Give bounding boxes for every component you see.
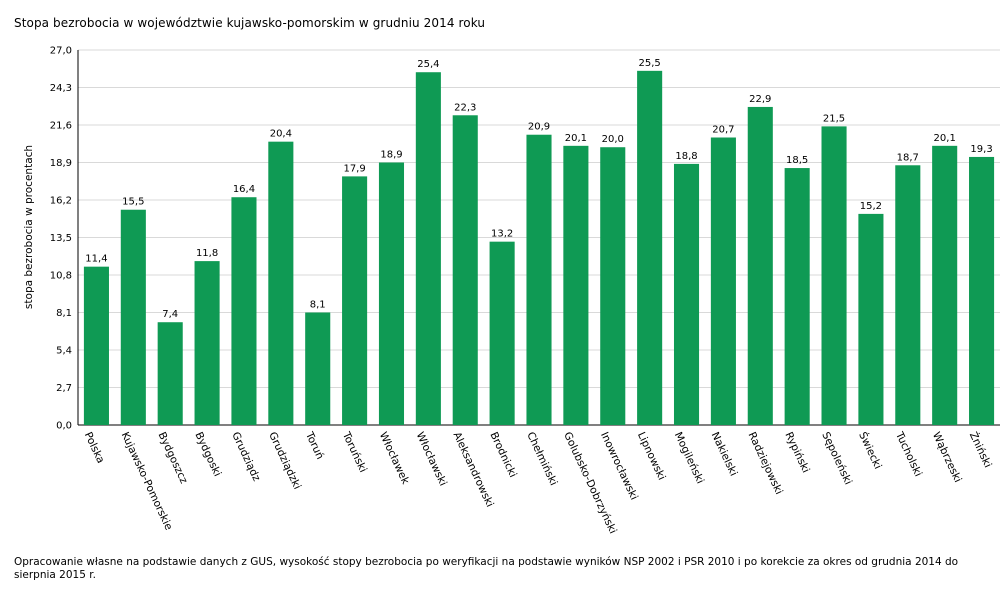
value-label: 20,9 [528,122,550,133]
value-label: 18,7 [897,152,919,163]
bar [378,162,405,425]
value-label: 20,1 [934,133,956,144]
value-label: 20,4 [270,129,292,140]
source-footnote: Opracowanie własne na podstawie danych z… [14,556,959,581]
y-tick-label: 2,7 [56,383,72,394]
value-label: 15,2 [860,201,882,212]
value-label: 18,9 [380,150,402,161]
x-tick-label: Grudziądzki [266,430,303,491]
value-label: 22,9 [749,94,771,105]
x-tick-label: Grudziądz [229,430,262,483]
bar [415,72,441,425]
y-tick-labels: 0,0 2,7 5,4 8,1 10,8 13,5 16,2 18,9 21,6 24,3 27,0 [50,46,72,432]
bar [489,241,515,425]
y-tick-label: 24,3 [50,83,72,94]
y-tick-label: 16,2 [50,196,72,207]
value-label: 22,3 [454,102,476,113]
y-axis-label: stopa bezrobocia w procentach [23,145,35,309]
x-tick-label: Polska [82,430,107,465]
value-labels: 11,4 15,5 7,4 11,8 16,4 20,4 8,1 17,9 18,9 25,4 22… [85,58,992,320]
value-label: 19,3 [970,144,992,155]
x-tick-label: Tucholski [893,429,924,478]
bar [342,176,368,425]
y-tick-label: 27,0 [50,46,72,57]
bar [821,126,847,425]
bar [673,163,700,425]
x-tick-label: Bydgoski [192,430,223,478]
bar [858,213,884,425]
bar [895,165,921,425]
bar [932,145,958,426]
x-tick-label: Bydgoszcz [155,430,190,486]
x-tick-label: Żniński [967,430,995,470]
bar [194,261,220,425]
value-label: 8,1 [310,300,326,311]
x-tick-label: Włocławek [377,430,412,487]
y-tick-label: 0,0 [56,421,72,432]
bar [563,145,589,426]
bars [83,70,995,426]
bar [747,106,773,425]
y-tick-label: 8,1 [56,308,72,319]
y-tick-label: 10,8 [50,271,72,282]
x-tick-label: Toruński [339,429,369,474]
x-tick-label: Świecki [856,430,884,471]
bar [157,322,183,425]
bar [452,115,478,426]
value-label: 18,8 [675,151,697,162]
x-tick-label: Sępoleński [819,430,854,486]
x-tick-label: Lipnowski [635,430,668,482]
x-tick-label: Włocławski [414,430,449,488]
bar [268,141,294,425]
bar [305,312,331,425]
value-label: 25,5 [639,58,661,69]
value-label: 15,5 [122,197,144,208]
x-tick-label: Nakielski [709,430,740,478]
bar [637,70,663,425]
y-tick-label: 5,4 [56,346,72,357]
bar [231,197,257,425]
bar [710,137,736,425]
y-tick-label: 13,5 [50,233,72,244]
x-tick-label: Brodnicki [487,430,518,479]
bar [120,209,146,425]
chart-title: Stopa bezrobocia w województwie kujawsko… [14,16,486,30]
y-tick-label: 21,6 [50,121,72,132]
bar [526,134,552,425]
x-tick-label: Aleksandrowski [451,430,496,509]
bar [600,147,626,425]
value-label: 13,2 [491,229,513,240]
x-tick-label: Rypiński [782,430,811,475]
bar [784,168,810,426]
value-label: 20,1 [565,133,587,144]
value-label: 7,4 [162,309,178,320]
value-label: 18,5 [786,155,808,166]
x-tick-label: Mogileński [672,430,706,485]
value-label: 16,4 [233,184,255,195]
value-label: 17,9 [343,163,365,174]
value-label: 25,4 [417,59,439,70]
x-tick-label: Toruń [303,429,326,461]
value-label: 20,0 [602,134,624,145]
value-label: 21,5 [823,113,845,124]
value-label: 11,4 [85,254,107,265]
value-label: 20,7 [712,125,734,136]
x-tick-label: Wąbrzeski [930,430,964,484]
x-tick-label: Inowrocławski [598,430,640,502]
x-tick-label: Chełmiński [524,430,559,487]
x-tick-label: Radziejowski [746,430,785,496]
bar [83,266,109,425]
value-label: 11,8 [196,248,218,259]
bar [969,156,995,425]
y-tick-label: 18,9 [50,158,72,169]
